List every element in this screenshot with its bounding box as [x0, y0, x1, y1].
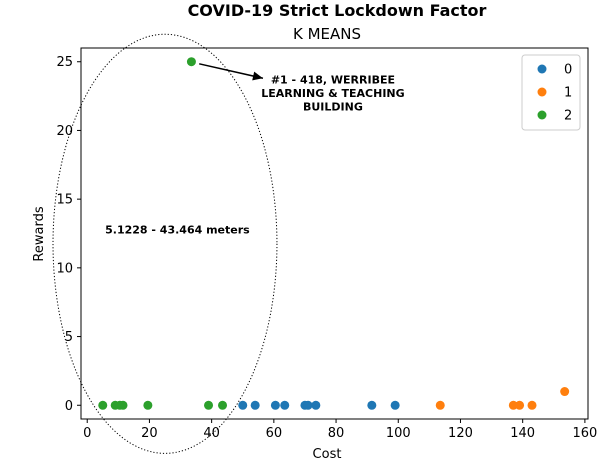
y-tick-label: 10: [56, 261, 73, 276]
legend-marker-2: [537, 110, 547, 120]
data-point-cluster-0: [250, 400, 260, 410]
data-point-cluster-1: [508, 400, 518, 410]
data-point-cluster-1: [560, 387, 570, 397]
data-point-cluster-0: [390, 400, 400, 410]
data-point-cluster-2: [98, 400, 108, 410]
annotation-text: LEARNING & TEACHING: [261, 87, 404, 100]
data-point-cluster-0: [238, 400, 248, 410]
legend-box: [521, 54, 581, 131]
x-tick-label: 60: [266, 426, 283, 441]
data-point-cluster-0: [303, 400, 313, 410]
y-tick-label: 0: [65, 399, 73, 414]
y-axis-label: Rewards: [32, 206, 47, 261]
data-point-cluster-0: [270, 400, 280, 410]
x-tick-label: 140: [510, 426, 535, 441]
data-point-cluster-2: [204, 400, 214, 410]
data-point-cluster-2: [143, 400, 153, 410]
x-axis-label: Cost: [313, 447, 342, 462]
highlight-ellipse: [52, 33, 278, 454]
x-tick-label: 0: [83, 426, 91, 441]
axes-frame: [80, 47, 589, 420]
annotation-arrow-line: [199, 63, 264, 79]
data-point-cluster-0: [367, 400, 377, 410]
data-point-cluster-1: [515, 400, 525, 410]
annotation-arrow-head: [252, 71, 263, 81]
data-point-cluster-0: [280, 400, 290, 410]
data-point-cluster-0: [311, 400, 321, 410]
data-point-cluster-2: [218, 400, 228, 410]
annotation-text: 5.1228 - 43.464 meters: [105, 224, 250, 237]
legend-marker-0: [537, 64, 547, 74]
x-tick-label: 80: [328, 426, 345, 441]
y-tick-label: 5: [65, 330, 73, 345]
chart-subtitle: K MEANS: [293, 25, 361, 43]
annotation-text: BUILDING: [303, 101, 363, 114]
legend-marker-1: [537, 87, 547, 97]
x-tick-label: 100: [386, 426, 411, 441]
chart-title: COVID-19 Strict Lockdown Factor: [188, 1, 487, 20]
data-point-cluster-2: [118, 400, 128, 410]
x-tick-label: 40: [203, 426, 220, 441]
y-tick-label: 20: [56, 124, 73, 139]
legend-label-0: 0: [564, 63, 572, 78]
data-point-cluster-2: [186, 57, 196, 67]
x-tick-label: 20: [141, 426, 158, 441]
legend-label-1: 1: [564, 86, 572, 101]
legend-label-2: 2: [564, 109, 572, 124]
y-tick-label: 15: [56, 193, 73, 208]
x-tick-label: 120: [448, 426, 473, 441]
data-point-cluster-1: [435, 400, 445, 410]
data-point-cluster-1: [527, 400, 537, 410]
y-tick-label: 25: [56, 55, 73, 70]
annotation-text: #1 - 418, WERRIBEE: [271, 74, 395, 87]
x-tick-label: 160: [572, 426, 597, 441]
